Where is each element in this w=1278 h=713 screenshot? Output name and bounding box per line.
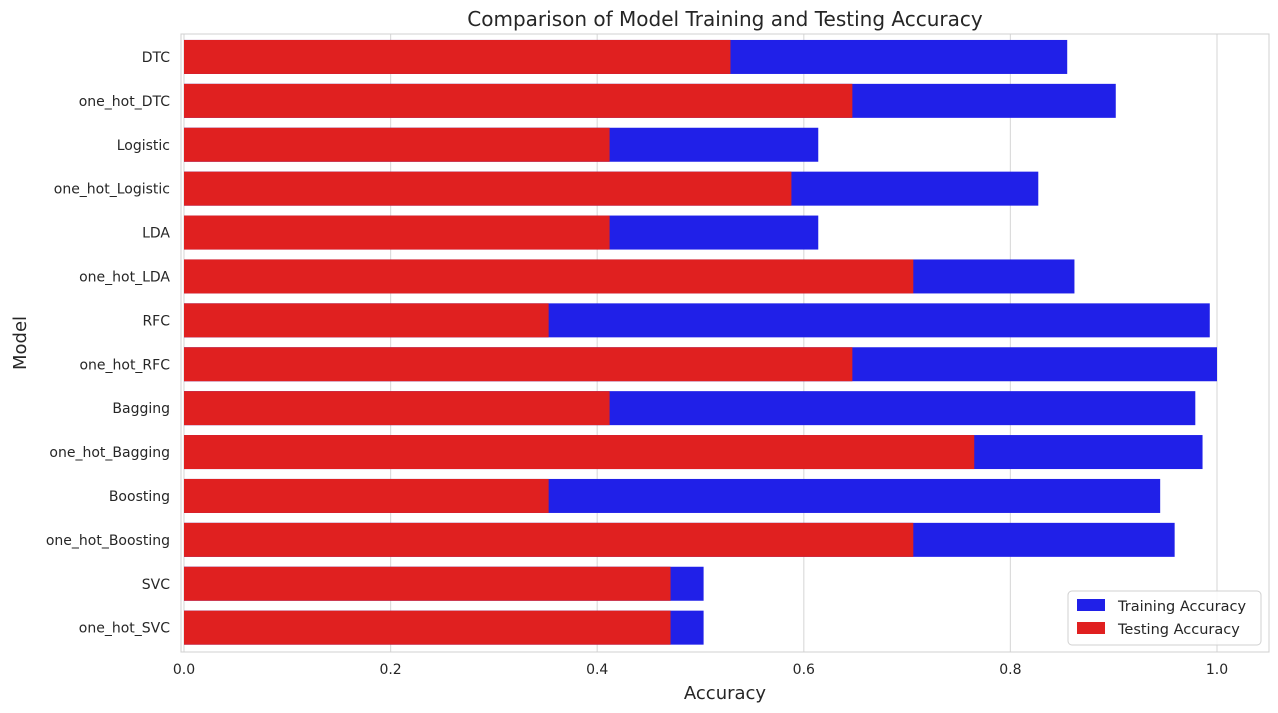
legend-label-training: Training Accuracy (1117, 599, 1246, 615)
bar-testing-one-hot-logistic (184, 171, 792, 206)
y-tick-label: one_hot_Logistic (54, 182, 170, 198)
testing-bars (184, 39, 975, 645)
legend-swatch-training (1077, 599, 1105, 611)
gridlines (183, 34, 1218, 652)
x-tick-labels: 0.0 0.2 0.4 0.6 0.8 1.0 (173, 662, 1228, 678)
x-tick-label: 0.4 (586, 662, 608, 678)
bar-testing-lda (184, 215, 610, 250)
y-tick-label: one_hot_DTC (79, 94, 170, 110)
y-tick-label: RFC (142, 313, 170, 329)
bar-testing-one-hot-bagging (184, 435, 975, 470)
bar-testing-one-hot-rfc (184, 347, 853, 382)
y-tick-label: SVC (142, 577, 170, 593)
legend: Training Accuracy Testing Accuracy (1067, 590, 1262, 646)
chart-title: Comparison of Model Training and Testing… (467, 7, 983, 31)
y-tick-label: one_hot_SVC (79, 621, 170, 637)
y-tick-labels: DTC one_hot_DTC Logistic one_hot_Logistic LD… (46, 50, 171, 637)
bar-testing-bagging (184, 391, 610, 426)
bar-testing-one-hot-svc (184, 610, 671, 645)
y-tick-label: LDA (142, 226, 170, 242)
x-tick-label: 0.6 (793, 662, 815, 678)
legend-label-testing: Testing Accuracy (1117, 622, 1240, 638)
y-tick-label: one_hot_Boosting (46, 533, 170, 549)
x-tick-label: 0.2 (379, 662, 401, 678)
x-tick-label: 0.8 (999, 662, 1021, 678)
y-tick-label: one_hot_RFC (79, 357, 170, 373)
y-tick-label: Logistic (117, 138, 170, 154)
bar-testing-svc (184, 566, 671, 601)
legend-swatch-testing (1077, 622, 1105, 634)
bar-testing-boosting (184, 478, 549, 513)
y-tick-label: Boosting (109, 489, 170, 505)
y-tick-label: DTC (142, 50, 171, 66)
bar-testing-rfc (184, 303, 549, 338)
y-tick-label: one_hot_LDA (79, 269, 170, 285)
bar-testing-one-hot-dtc (184, 83, 853, 118)
bar-testing-one-hot-boosting (184, 522, 914, 557)
y-tick-label: one_hot_Bagging (49, 445, 170, 461)
plot-frame (180, 33, 1270, 653)
x-axis-label: Accuracy (684, 683, 767, 704)
bar-testing-one-hot-lda (184, 259, 914, 294)
y-axis-label: Model (10, 316, 31, 370)
bar-testing-dtc (184, 39, 731, 74)
y-tick-label: Bagging (112, 401, 170, 417)
x-tick-label: 0.0 (173, 662, 195, 678)
bar-testing-logistic (184, 127, 610, 162)
legend-box (1067, 590, 1262, 646)
x-tick-label: 1.0 (1206, 662, 1228, 678)
